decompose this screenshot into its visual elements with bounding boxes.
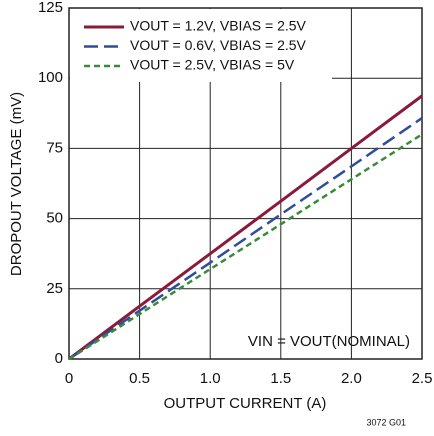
y-tick-label: 25 (46, 280, 63, 297)
y-tick-label: 125 (38, 0, 63, 16)
plot-frame (68, 7, 423, 360)
legend-label: VOUT = 1.2V, VBIAS = 2.5V (130, 18, 307, 34)
series-line (68, 133, 423, 361)
series-line (68, 94, 423, 361)
legend-label: VOUT = 0.6V, VBIAS = 2.5V (130, 37, 307, 53)
x-tick-label: 0 (65, 370, 73, 387)
x-tick-label: 2.5 (412, 370, 433, 387)
y-tick-label: 100 (38, 69, 63, 86)
y-tick-label: 75 (46, 139, 63, 156)
annotation: VIN = VOUT(NOMINAL) (248, 333, 410, 350)
x-tick-label: 1.0 (200, 370, 221, 387)
figure-code: 3072 G01 (366, 417, 406, 427)
legend-label: VOUT = 2.5V, VBIAS = 5V (130, 57, 295, 73)
x-axis-label: OUTPUT CURRENT (A) (164, 395, 327, 412)
x-tick-label: 2.0 (341, 370, 362, 387)
x-tick-label: 1.5 (270, 370, 291, 387)
x-tick-label: 0.5 (129, 370, 150, 387)
y-tick-label: 0 (55, 350, 63, 367)
y-axis-label: DROPOUT VOLTAGE (mV) (8, 92, 25, 276)
y-tick-label: 50 (46, 210, 63, 227)
series-line (68, 117, 423, 361)
